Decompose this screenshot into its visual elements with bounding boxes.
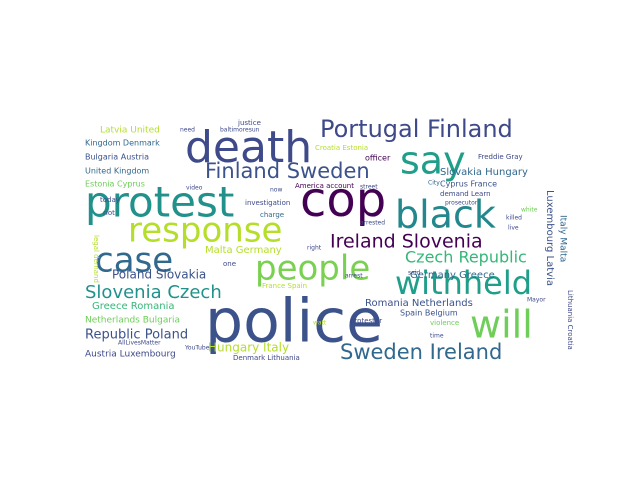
word: charge [260,211,284,219]
word: prosecutor [445,200,478,207]
word: Romania Netherlands [365,298,473,309]
word: Republic Poland [85,328,188,343]
word: demand Learn [440,190,491,198]
word: officer [365,154,391,163]
word: Cyprus France [440,180,497,189]
word: Malta Germany [205,245,282,256]
word: Estonia Cyprus [85,180,145,189]
word: Bulgaria Austria [85,153,149,162]
word: Italy Malta [558,215,568,262]
word: said [408,270,420,277]
word: will [470,303,533,347]
word: justice [237,119,261,127]
word: say [400,139,466,183]
word: today [100,196,120,204]
word: Denmark Lithuania [233,354,300,362]
word: black [395,193,496,237]
word: cop [300,172,386,228]
word: case [95,241,173,281]
word: withheld [395,264,532,302]
word: Slovakia Hungary [440,167,528,178]
word: riot [103,209,115,217]
word: France Spain [262,282,307,290]
word: Ireland Slovenia [330,231,483,253]
word: Freddie Gray [478,153,523,161]
word: AllLivesMatter [118,340,161,347]
word: police [205,287,383,357]
word: now [270,187,282,194]
word: Slovenia Czech [85,282,222,303]
word: protest [85,178,234,227]
word: right [307,245,322,252]
word: Spain Belgium [400,309,458,318]
word: one [223,260,236,268]
word: watt [313,320,327,327]
word: death [185,122,312,173]
word: City [428,180,440,187]
word: live [508,225,519,232]
word: Lithuania Croatia [566,290,574,350]
word: Kingdom Denmark [85,139,160,148]
word: Mayor [527,297,546,304]
word: Finland Sweden [205,159,370,183]
word: Luxembourg Latvia [544,190,555,286]
word: Portugal Finland [320,115,513,143]
word: Netherlands Bulgaria [85,316,180,326]
word: United Kingdom [85,167,149,176]
word: America account [295,182,354,190]
word: Sweden Ireland [340,340,502,364]
word: arrested [360,220,385,227]
word: street [360,184,378,191]
word: Greece Romania [92,301,175,312]
word: Poland Slovakia [112,268,206,282]
word: legal demand [92,235,100,283]
word: killed [506,215,522,222]
word: investigation [245,199,290,207]
word: white [521,207,538,214]
word: baltimoresun [220,127,260,134]
word: Croatia Estonia [315,144,368,152]
word: time [430,333,444,340]
word: need [180,127,195,134]
word: video [186,185,203,192]
word: YouTube [184,345,210,352]
word: arrest [345,273,363,280]
word: Czech Republic [405,248,527,267]
word: response [128,211,282,251]
word: Hungary Italy [208,341,289,355]
word: Germany Greece [410,270,495,281]
word: violence [430,319,459,327]
word: protester [350,317,382,325]
word: Austria Luxembourg [85,350,176,360]
word: people [255,249,370,289]
word: Latvia United [100,126,160,136]
